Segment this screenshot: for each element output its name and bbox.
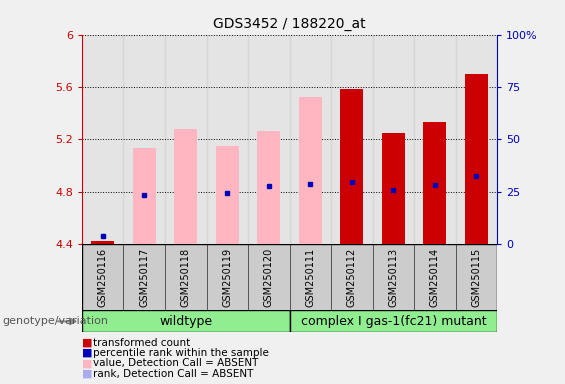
Bar (331, 35, 373, 244)
Text: GSM250117: GSM250117 (139, 248, 149, 307)
Bar (341, 89, 363, 244)
Bar (248, 244, 289, 311)
Text: genotype/variation: genotype/variation (3, 316, 109, 326)
Text: ■: ■ (82, 348, 93, 358)
Bar (216, 146, 238, 244)
Text: GSM250119: GSM250119 (222, 248, 232, 307)
Text: GSM250114: GSM250114 (430, 248, 440, 307)
Bar (424, 122, 446, 244)
Text: ■: ■ (82, 358, 93, 368)
Bar (123, 244, 165, 311)
Bar (455, 244, 497, 311)
Text: GSM250120: GSM250120 (264, 248, 274, 307)
Bar (82, 35, 123, 244)
Bar (207, 244, 248, 311)
Bar (289, 310, 497, 332)
Bar (207, 35, 248, 244)
Bar (455, 35, 497, 244)
Text: rank, Detection Call = ABSENT: rank, Detection Call = ABSENT (93, 369, 254, 379)
Bar (289, 35, 331, 244)
Bar (165, 244, 207, 311)
Title: GDS3452 / 188220_at: GDS3452 / 188220_at (213, 17, 366, 31)
Text: value, Detection Call = ABSENT: value, Detection Call = ABSENT (93, 358, 259, 368)
Bar (123, 35, 165, 244)
Bar (331, 244, 373, 311)
Text: GSM250116: GSM250116 (98, 248, 108, 307)
Bar (82, 310, 289, 332)
Bar (133, 148, 155, 244)
Bar (258, 131, 280, 244)
Bar (289, 244, 331, 311)
Text: GSM250113: GSM250113 (388, 248, 398, 307)
Bar (414, 35, 455, 244)
Text: wildtype: wildtype (159, 314, 212, 328)
Bar (373, 35, 414, 244)
Text: GSM250115: GSM250115 (471, 248, 481, 307)
Text: GSM250111: GSM250111 (305, 248, 315, 307)
Bar (414, 244, 455, 311)
Text: GSM250112: GSM250112 (347, 248, 357, 307)
Bar (465, 74, 488, 244)
Bar (373, 244, 414, 311)
Bar (82, 244, 123, 311)
Text: complex I gas-1(fc21) mutant: complex I gas-1(fc21) mutant (301, 314, 486, 328)
Text: percentile rank within the sample: percentile rank within the sample (93, 348, 269, 358)
Bar (165, 35, 207, 244)
Bar (175, 129, 197, 244)
Text: GSM250118: GSM250118 (181, 248, 191, 307)
Text: ■: ■ (82, 338, 93, 348)
Bar (248, 35, 289, 244)
Text: transformed count: transformed count (93, 338, 190, 348)
Bar (92, 241, 114, 244)
Bar (299, 98, 321, 244)
Text: ■: ■ (82, 369, 93, 379)
Bar (382, 132, 405, 244)
